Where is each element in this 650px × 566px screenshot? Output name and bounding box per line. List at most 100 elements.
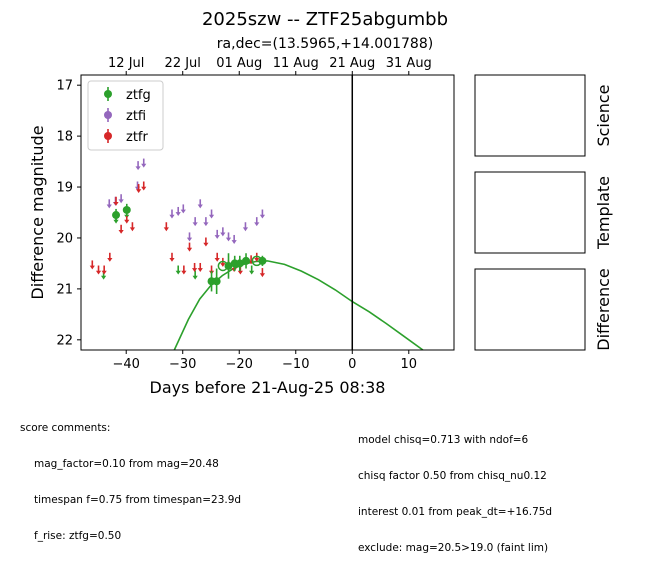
upper-limit-ztfi — [186, 232, 193, 242]
upper-limit-ztfi — [197, 199, 203, 209]
upper-limit-arrowhead — [118, 229, 124, 234]
upper-limit-ztfi — [254, 217, 260, 227]
panel-label-template: Template — [594, 176, 613, 250]
model-comment-line: exclude: mag=20.5>19.0 (faint lim) — [358, 542, 549, 554]
x-axis-label: Days before 21-Aug-25 08:38 — [150, 378, 386, 397]
upper-limit-ztfg — [192, 270, 198, 280]
figure-subtitle: ra,dec=(13.5965,+14.001788) — [217, 36, 433, 52]
upper-limit-arrowhead — [254, 257, 260, 262]
upper-limit-arrowhead — [231, 240, 237, 244]
model-comment-line: model chisq=0.713 with ndof=6 — [358, 434, 529, 446]
upper-limit-ztfi — [225, 232, 232, 242]
detection-ztfg — [112, 208, 121, 222]
upper-limit-ztfi — [169, 209, 175, 219]
upper-limit-ztfr — [129, 222, 136, 232]
upper-limit-arrowhead — [101, 270, 107, 275]
plot-area: −40 −30 −20 −10 0 10 17 18 19 20 21 22 12 Jul 22 Ju… — [28, 56, 455, 397]
upper-limit-ztfr — [169, 252, 175, 262]
upper-limit-ztfr — [95, 265, 102, 275]
y-tick-label: 22 — [56, 333, 73, 348]
upper-limit-ztfi — [135, 161, 141, 171]
x-tick-label: 10 — [401, 357, 418, 372]
model-curve-ztfg — [173, 260, 424, 350]
upper-limit-arrowhead — [214, 235, 220, 239]
detection-ztfg — [242, 253, 251, 269]
upper-limit-arrowhead — [89, 265, 95, 270]
top-tick-label: 11 Aug — [273, 56, 319, 71]
model-comment-line: chisq factor 0.50 from chisq_nu0.12 — [358, 470, 547, 482]
upper-limit-arrowhead — [175, 270, 181, 275]
upper-limit-arrowhead — [113, 201, 119, 206]
detection-ztfg — [212, 268, 221, 294]
upper-limit-arrowhead — [106, 204, 112, 209]
score-comment-line: mag_factor=0.10 from mag=20.48 — [34, 458, 219, 470]
upper-limit-ztfr — [118, 224, 124, 234]
upper-limit-arrowhead — [113, 219, 119, 224]
legend-marker — [104, 90, 112, 98]
upper-limit-arrowhead — [135, 166, 141, 171]
score-comments-heading: score comments: — [20, 422, 111, 434]
model-layer — [173, 260, 424, 350]
upper-limit-arrowhead — [220, 263, 226, 267]
upper-limit-arrowhead — [129, 227, 136, 232]
top-tick-label: 21 Aug — [329, 56, 375, 71]
upper-limit-ztfi — [118, 194, 124, 204]
upper-limit-arrowhead — [249, 270, 255, 275]
upper-limit-arrowhead — [186, 247, 193, 252]
upper-limit-arrowhead — [259, 273, 266, 278]
upper-limit-arrowhead — [214, 257, 220, 262]
upper-limit-ztfi — [180, 204, 186, 214]
score-comment-line: f_rise: ztfg=0.50 — [34, 530, 122, 542]
upper-limit-arrowhead — [163, 227, 169, 232]
upper-limit-arrowhead — [192, 222, 198, 227]
y-tick-label: 18 — [56, 130, 73, 145]
upper-limit-ztfi — [175, 206, 181, 216]
upper-limit-arrowhead — [141, 163, 147, 168]
y-tick-label: 19 — [56, 181, 73, 196]
upper-limit-ztfr — [136, 184, 142, 194]
upper-limit-ztfi — [203, 217, 209, 227]
open-point-ztfg — [251, 255, 263, 267]
upper-limit-arrowhead — [124, 219, 130, 224]
upper-limit-arrowhead — [101, 275, 107, 280]
x-tick-label: −10 — [282, 357, 309, 372]
light-curve-figure: 2025szw -- ZTF25abgumbb ra,dec=(13.5965,… — [28, 9, 613, 397]
upper-limit-arrowhead — [180, 209, 186, 214]
detection-marker — [122, 205, 131, 214]
upper-limit-ztfi — [106, 199, 112, 209]
legend-label: ztfi — [126, 109, 146, 124]
plot-frame — [80, 74, 455, 351]
upper-limit-ztfr — [203, 237, 209, 247]
detections-layer — [112, 203, 267, 294]
image-panel-science — [474, 74, 586, 157]
legend-item-ztfr: ztfr — [104, 129, 148, 145]
y-axis-label: Difference magnitude — [28, 125, 47, 299]
upper-limit-arrowhead — [203, 222, 209, 227]
upper-limit-ztfi — [220, 227, 226, 237]
upper-limit-arrowhead — [237, 270, 243, 275]
legend-label: ztfg — [126, 88, 151, 103]
upper-limit-ztfr — [163, 222, 169, 232]
detection-marker — [212, 277, 221, 286]
upper-limit-ztfr — [141, 181, 147, 191]
upper-limit-arrowhead — [186, 237, 193, 242]
model-comment-line: interest 0.01 from peak_dt=+16.75d — [358, 506, 553, 518]
upper-limit-arrowhead — [169, 257, 175, 262]
upper-limit-ztfr — [181, 265, 187, 275]
upper-limit-ztfg — [175, 265, 181, 275]
upper-limit-arrowhead — [141, 186, 147, 191]
upper-limit-arrowhead — [225, 237, 232, 242]
y-tick-label: 17 — [56, 79, 73, 94]
upper-limit-ztfi — [231, 234, 237, 244]
upper-limit-arrowhead — [169, 214, 175, 219]
legend-marker — [104, 111, 112, 119]
top-tick-label: 01 Aug — [216, 56, 262, 71]
upper-limit-ztfr — [89, 260, 95, 270]
legend-label: ztfr — [126, 130, 148, 145]
upper-limit-arrowhead — [118, 199, 124, 204]
top-date-axis: 12 Jul 22 Jul 01 Aug 11 Aug 21 Aug 31 Aug — [108, 56, 432, 75]
upper-limit-arrowhead — [254, 222, 260, 227]
upper-limit-ztfi — [242, 222, 249, 232]
figure-title: 2025szw -- ZTF25abgumbb — [202, 9, 448, 30]
upper-limit-arrowhead — [203, 242, 209, 247]
